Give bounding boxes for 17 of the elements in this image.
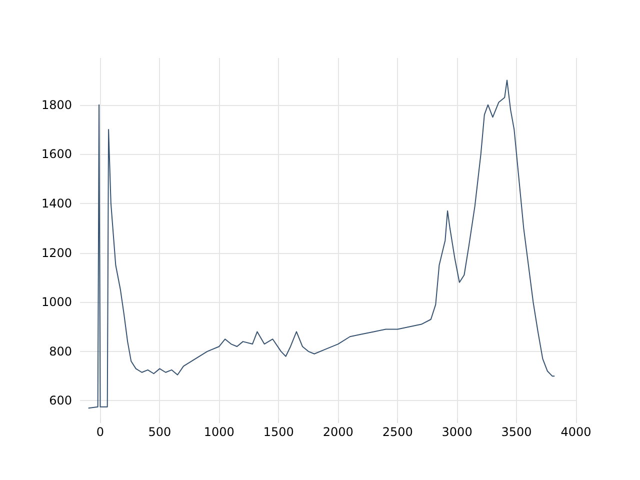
- x-tick-label: 2500: [382, 425, 413, 439]
- x-tick-label: 4000: [560, 425, 592, 439]
- y-tick-label: 600: [49, 394, 72, 408]
- y-tick-label: 1400: [41, 196, 72, 210]
- x-tick-label: 1000: [204, 425, 234, 439]
- line-series: [88, 80, 556, 409]
- x-tick-label: 0: [96, 425, 104, 439]
- x-tick-label: 1500: [263, 425, 294, 439]
- y-tick-label: 1000: [41, 295, 72, 310]
- x-tick-label: 3500: [501, 425, 532, 439]
- x-tick-label: 3000: [442, 425, 472, 439]
- x-tick-label: 500: [148, 425, 172, 439]
- x-tick-label: 2000: [322, 425, 354, 439]
- y-tick-label: 1800: [41, 98, 72, 112]
- y-tick-label: 1600: [41, 147, 72, 162]
- y-tick-label: 1200: [41, 246, 72, 260]
- y-tick-label: 800: [49, 344, 72, 358]
